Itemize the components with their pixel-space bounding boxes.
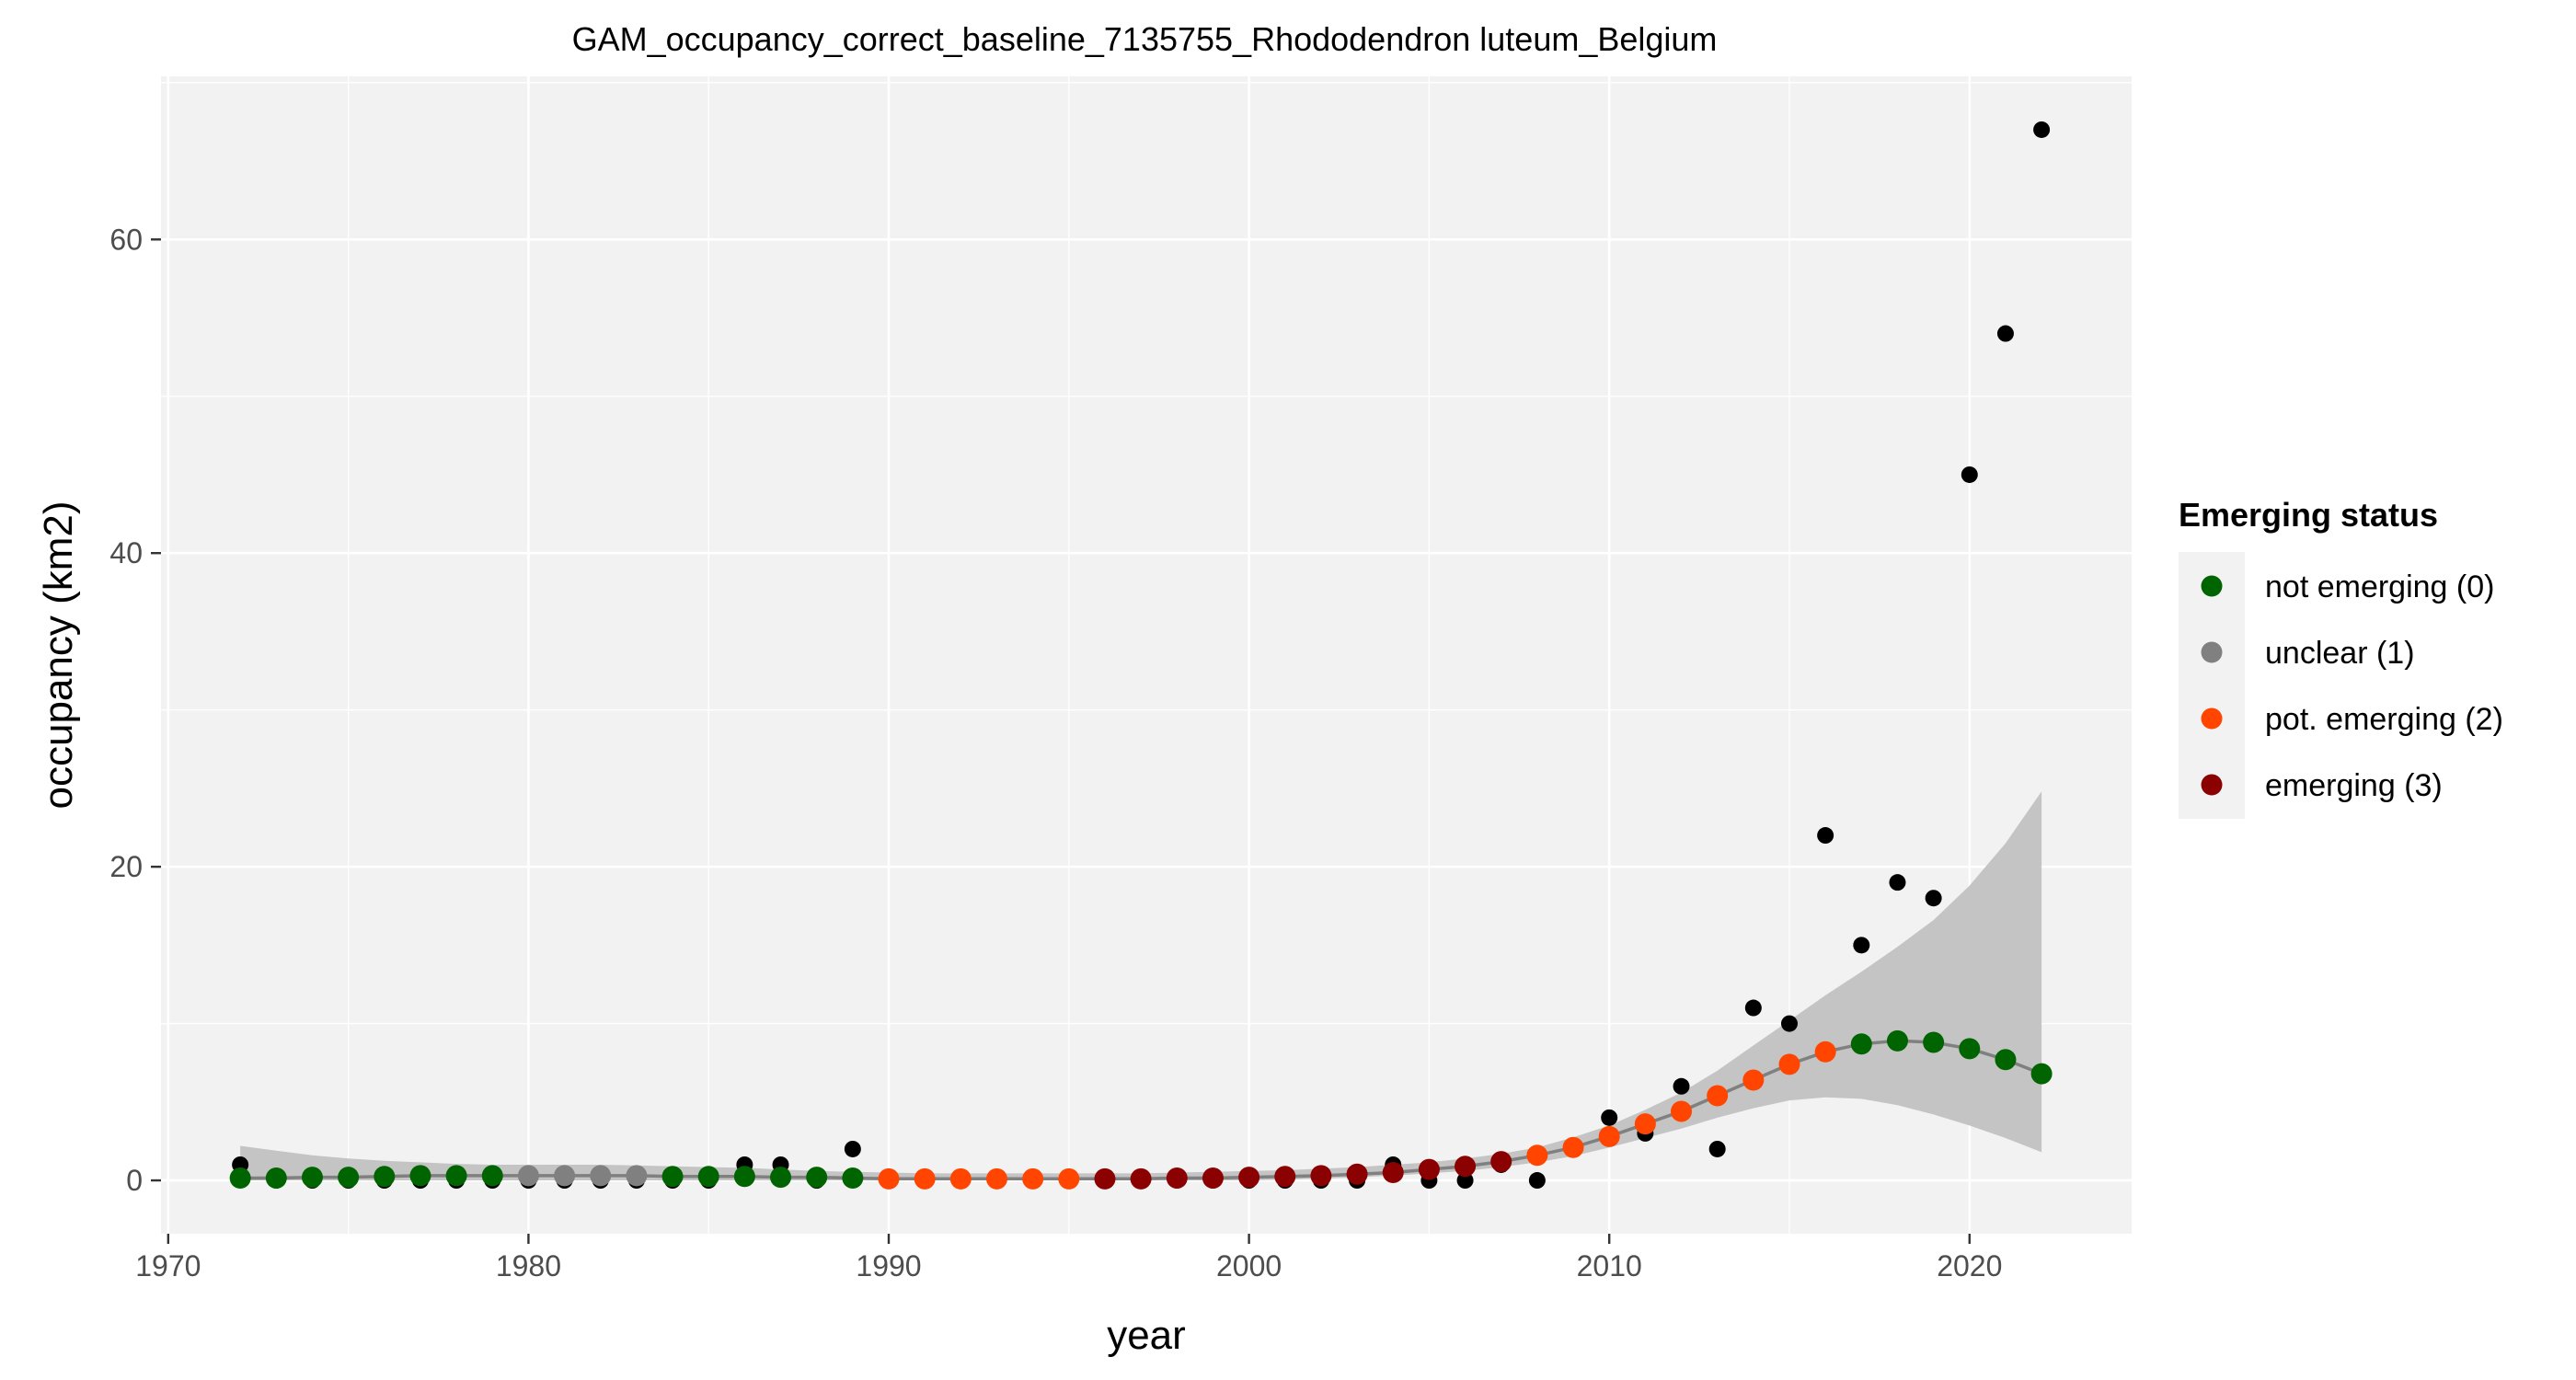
fitted-point (590, 1165, 612, 1187)
chart-title: GAM_occupancy_correct_baseline_7135755_R… (572, 20, 1718, 58)
x-tick-label: 2000 (1216, 1249, 1282, 1282)
fitted-point (517, 1165, 539, 1187)
observed-point (1673, 1077, 1690, 1095)
fitted-point (1166, 1167, 1188, 1189)
fitted-point (770, 1167, 792, 1189)
fitted-status-points (229, 1029, 2053, 1190)
fitted-point (481, 1165, 503, 1187)
fitted-point (1850, 1033, 1872, 1055)
fitted-point (554, 1165, 576, 1187)
fitted-point (2030, 1063, 2053, 1085)
y-tick-label: 0 (126, 1164, 143, 1197)
observed-point (1528, 1172, 1546, 1190)
fitted-point (1238, 1167, 1260, 1189)
fitted-point (914, 1167, 936, 1190)
legend-label: not emerging (0) (2265, 569, 2494, 604)
fitted-point (1671, 1100, 1693, 1122)
observed-point (1817, 827, 1834, 845)
y-tick-label: 40 (109, 536, 143, 569)
fitted-point (949, 1167, 972, 1190)
fitted-point (1742, 1069, 1765, 1091)
legend-label: unclear (1) (2265, 636, 2415, 671)
fitted-point (626, 1165, 648, 1187)
fitted-point (1959, 1038, 1981, 1060)
fitted-point (842, 1167, 864, 1189)
legend-key (2201, 774, 2223, 796)
fitted-point (1202, 1167, 1224, 1189)
observed-point (1925, 890, 1942, 907)
x-tick-label: 2020 (1937, 1249, 2002, 1282)
fitted-point (445, 1165, 467, 1187)
x-tick-label: 1990 (856, 1249, 921, 1282)
legend-label: emerging (3) (2265, 768, 2443, 803)
observed-point (1853, 937, 1870, 954)
legend-key (2201, 575, 2223, 597)
fitted-point (806, 1167, 828, 1189)
fitted-point (1562, 1136, 1584, 1158)
observed-point (1708, 1140, 1726, 1157)
y-tick-label: 60 (109, 223, 143, 256)
fitted-point (1094, 1167, 1116, 1190)
fitted-point (1418, 1158, 1440, 1180)
fitted-point (878, 1167, 900, 1190)
fitted-point (1130, 1167, 1152, 1190)
fitted-point (265, 1167, 287, 1189)
observed-point (1780, 1015, 1798, 1032)
fitted-point (1490, 1151, 1512, 1173)
legend-label: pot. emerging (2) (2265, 702, 2503, 737)
legend-entries: not emerging (0) unclear (1) pot. emerging… (2201, 569, 2503, 803)
observed-point (1961, 466, 1978, 483)
x-tick-label: 1980 (496, 1249, 561, 1282)
fitted-point (1814, 1041, 1836, 1063)
observed-point (1996, 325, 2014, 342)
legend-key (2201, 707, 2223, 730)
x-tick-label: 1970 (135, 1249, 201, 1282)
fitted-point (374, 1166, 396, 1188)
fitted-point (1923, 1031, 1945, 1053)
x-axis-label: year (1107, 1313, 1186, 1358)
fitted-point (338, 1167, 360, 1189)
fitted-point (985, 1167, 1007, 1190)
observed-point (1889, 874, 1906, 891)
fitted-point (1634, 1113, 1656, 1135)
fitted-point (1455, 1156, 1477, 1178)
fitted-point (229, 1167, 251, 1189)
fitted-point (661, 1166, 684, 1188)
fitted-point (1310, 1165, 1332, 1187)
y-axis: 0 20 40 60 (109, 223, 161, 1197)
observed-point (1601, 1109, 1618, 1126)
legend: Emerging status not emerging (0) unclear … (2179, 496, 2503, 819)
observed-point (1456, 1172, 1474, 1190)
fitted-point (1274, 1166, 1296, 1188)
y-axis-label: occupancy (km2) (36, 500, 81, 809)
fitted-point (409, 1165, 431, 1187)
fitted-point (1995, 1049, 2017, 1071)
fitted-point (733, 1166, 755, 1188)
legend-key (2201, 641, 2223, 663)
x-tick-label: 2010 (1577, 1249, 1642, 1282)
legend-title: Emerging status (2179, 496, 2438, 534)
fitted-point (1707, 1085, 1729, 1107)
fitted-point (1598, 1125, 1620, 1147)
x-axis: 1970 1980 1990 2000 2010 2020 (135, 1234, 2002, 1282)
observed-point (2033, 121, 2051, 138)
y-tick-label: 20 (109, 850, 143, 883)
fitted-point (1778, 1053, 1800, 1075)
fitted-point (697, 1166, 719, 1188)
fitted-point (1058, 1167, 1080, 1190)
fitted-point (1346, 1163, 1368, 1185)
observed-point (1744, 999, 1762, 1017)
fitted-point (1022, 1167, 1044, 1190)
fitted-point (1382, 1162, 1404, 1184)
fitted-point (301, 1167, 323, 1189)
fitted-point (1886, 1029, 1908, 1052)
fitted-point (1526, 1144, 1548, 1167)
observed-point (844, 1140, 861, 1157)
